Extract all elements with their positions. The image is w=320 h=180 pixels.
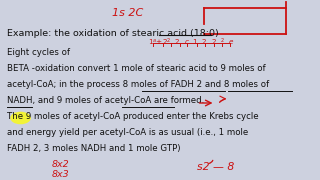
Text: BETA -oxidation convert 1 mole of stearic acid to 9 moles of: BETA -oxidation convert 1 mole of steari… [7, 64, 266, 73]
Text: Example: the oxidation of stearic acid (18:0): Example: the oxidation of stearic acid (… [7, 29, 219, 38]
Text: FADH 2, 3 moles NADH and 1 mole GTP): FADH 2, 3 moles NADH and 1 mole GTP) [7, 144, 181, 153]
Text: 8x2: 8x2 [52, 160, 69, 169]
Text: s2 — 8: s2 — 8 [197, 163, 234, 172]
Text: and energy yield per acetyl-CoA is as usual (i.e., 1 mole: and energy yield per acetyl-CoA is as us… [7, 128, 249, 137]
Ellipse shape [10, 112, 31, 124]
Text: 8x3: 8x3 [52, 170, 69, 179]
Text: NADH, and 9 moles of acetyl-CoA are formed.: NADH, and 9 moles of acetyl-CoA are form… [7, 96, 205, 105]
Text: The 9 moles of acetyl-CoA produced enter the Krebs cycle: The 9 moles of acetyl-CoA produced enter… [7, 112, 259, 121]
Text: Eight cycles of: Eight cycles of [7, 48, 70, 57]
Text: acetyl-CoA; in the process 8 moles of FADH 2 and 8 moles of: acetyl-CoA; in the process 8 moles of FA… [7, 80, 270, 89]
Text: $1^a$+$2^2$  $2$  c  $1$  $2$  $2$  $^2$  e: $1^a$+$2^2$ $2$ c $1$ $2$ $2$ $^2$ e [148, 37, 235, 48]
Text: 1s 2C: 1s 2C [112, 8, 144, 18]
